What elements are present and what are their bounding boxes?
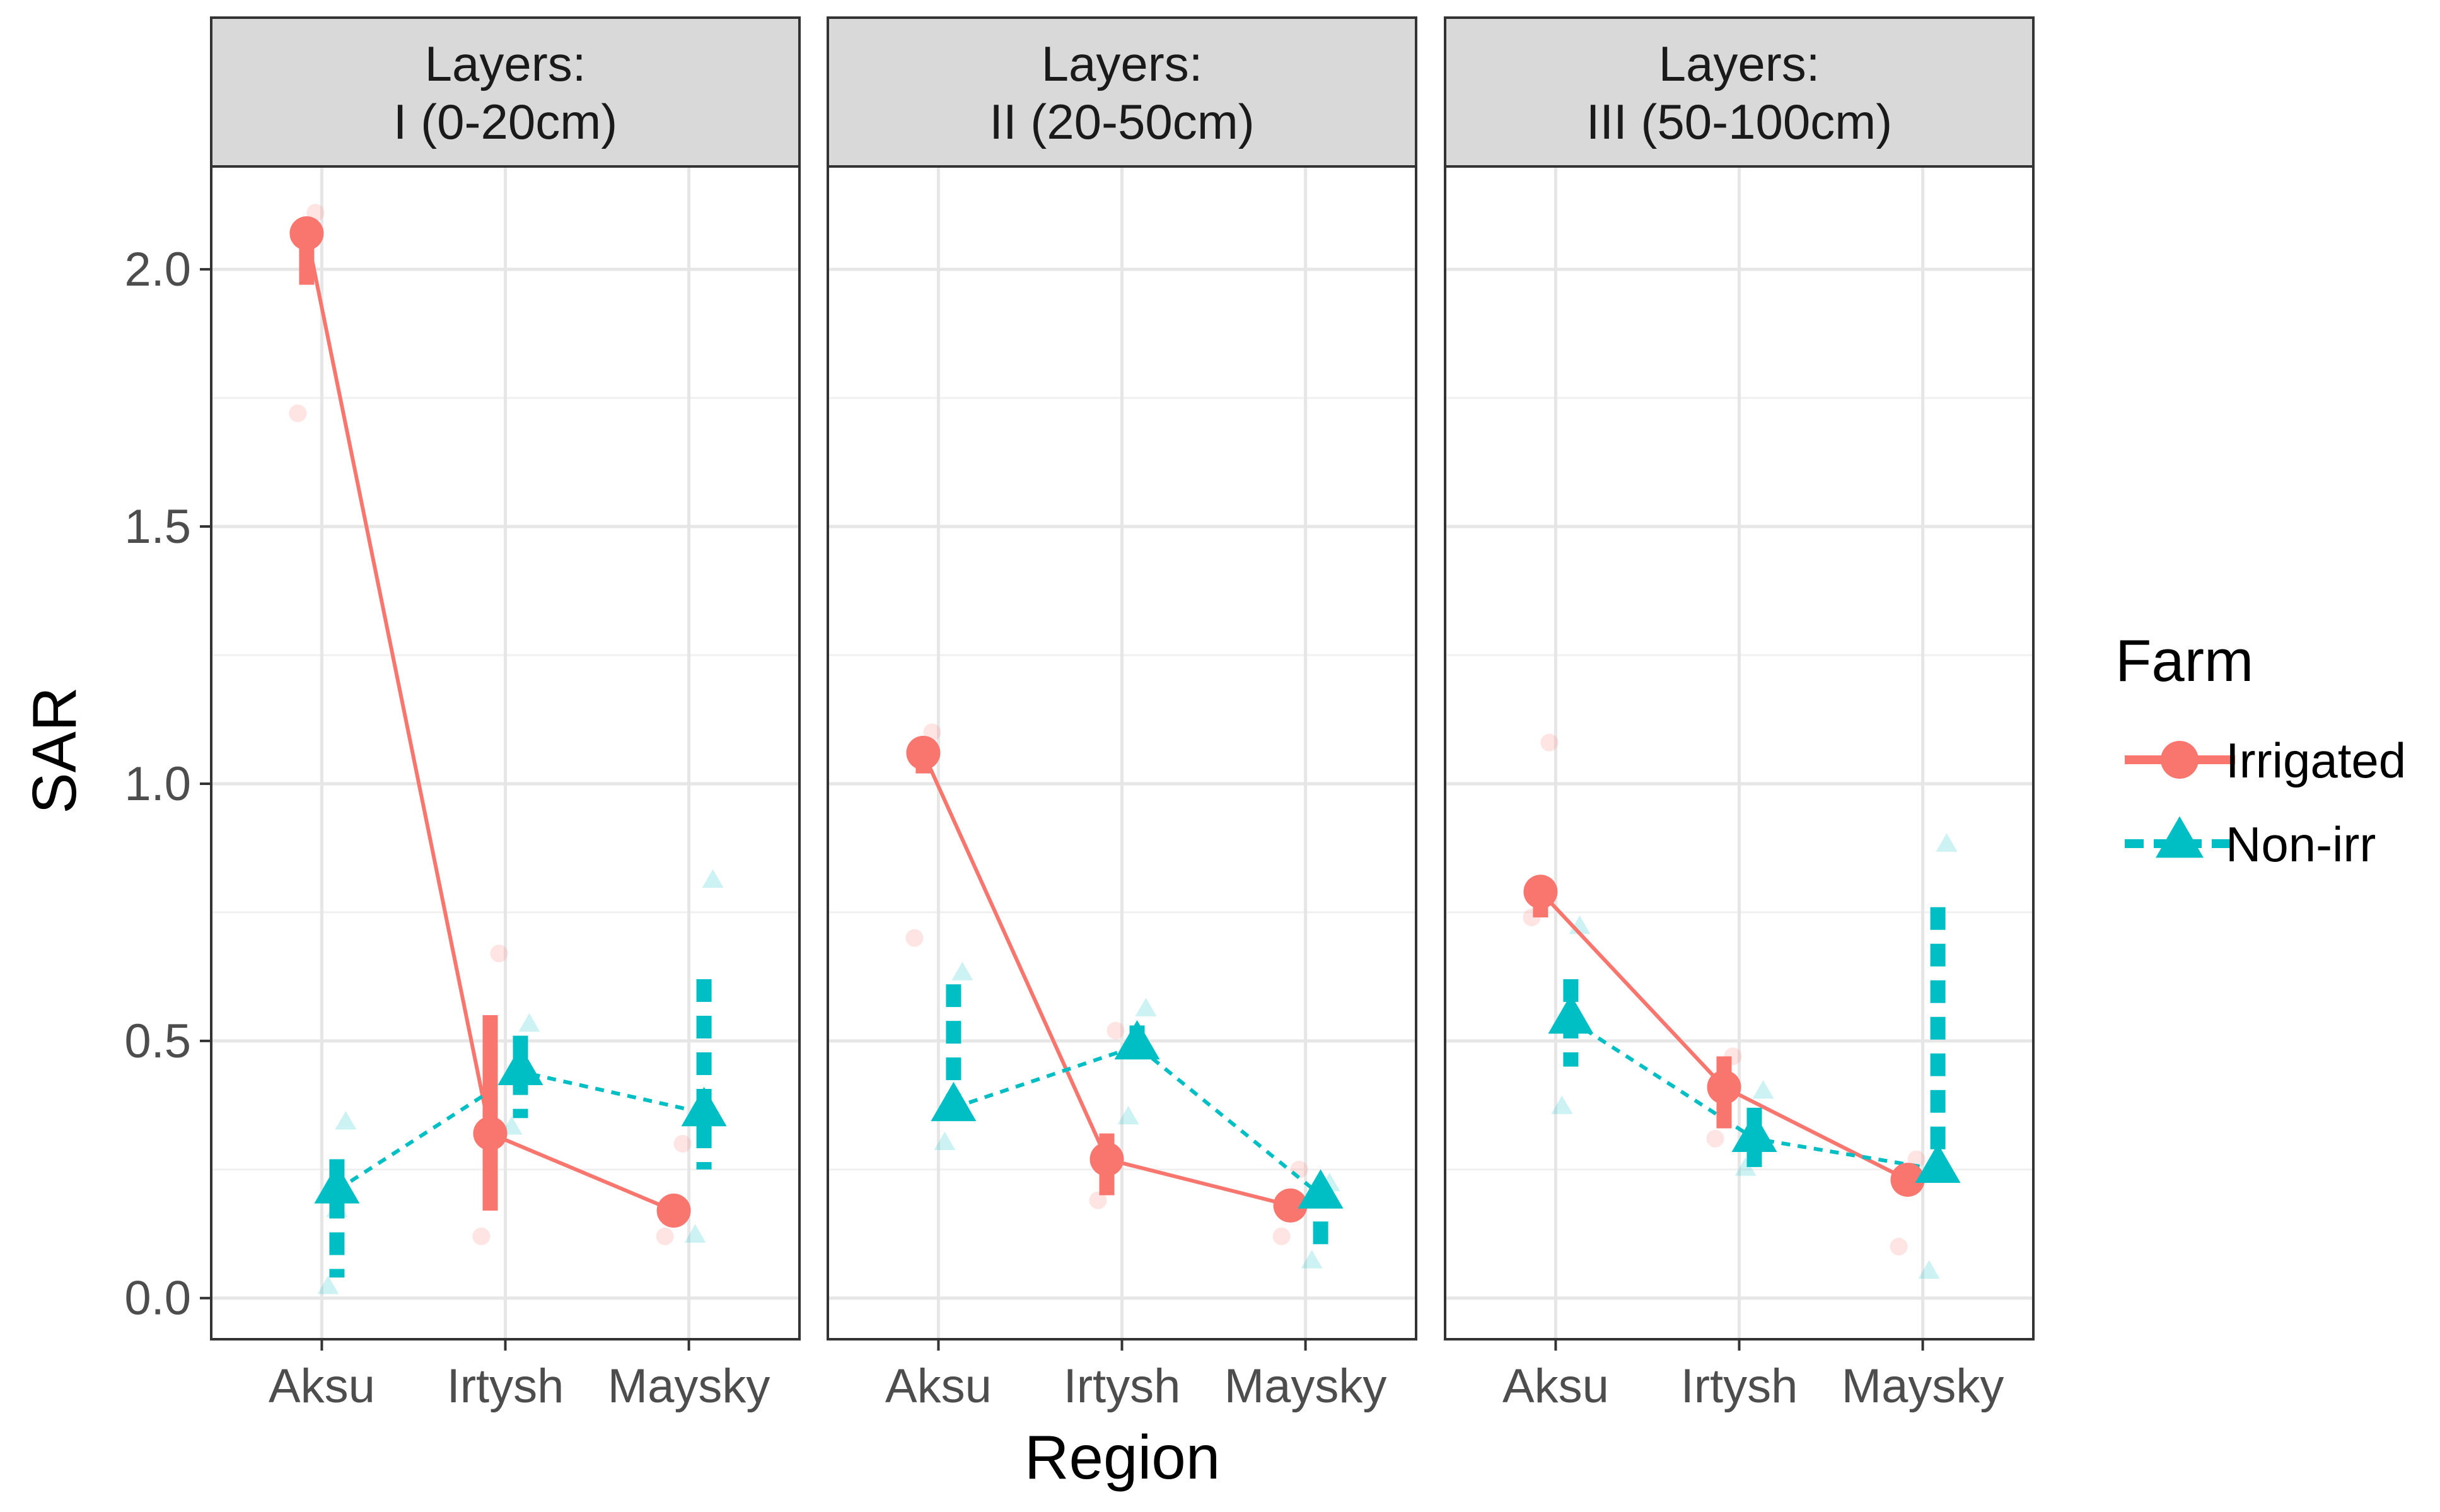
facet-strip-label-line1: Layers: <box>1042 36 1203 91</box>
raw-point <box>951 962 973 980</box>
raw-point <box>289 404 307 422</box>
x-tick-label: Aksu <box>269 1359 375 1413</box>
y-tick-label: 2.0 <box>124 243 191 296</box>
raw-point <box>1551 1095 1573 1114</box>
raw-point <box>335 1110 357 1130</box>
series-line-non-irr <box>953 1044 1322 1197</box>
legend-title: Farm <box>2115 627 2253 694</box>
raw-point <box>1540 733 1559 752</box>
mean-point <box>1731 1112 1777 1153</box>
raw-point <box>905 929 924 947</box>
legend-label: Non-irr <box>2226 817 2376 872</box>
panel-2: Layers:II (20-50cm) Aksu Irtysh Maysky <box>827 16 1417 1413</box>
raw-point <box>1918 1260 1940 1279</box>
raw-point <box>1117 1105 1139 1125</box>
facet-strip-label-line1: Layers: <box>425 36 586 91</box>
raw-point <box>673 1135 692 1153</box>
legend-item-non-irr: Non-irr <box>2125 816 2376 872</box>
axis-layer: SAR Region <box>20 687 1220 1492</box>
facet-strip-label-line2: III (50-100cm) <box>1586 94 1892 149</box>
raw-point <box>934 1131 956 1151</box>
x-axis-title: Region <box>1025 1422 1221 1492</box>
raw-point <box>490 945 508 963</box>
panel-1: Layers:I (0-20cm) Aksu Irtysh Maysky 0.0 0.5 1… <box>124 16 801 1413</box>
mean-point <box>1089 1142 1124 1177</box>
mean-point <box>473 1116 508 1151</box>
raw-point <box>656 1227 674 1245</box>
raw-point <box>684 1224 706 1243</box>
x-tick-label: Maysky <box>1224 1359 1387 1413</box>
raw-point <box>317 1275 339 1294</box>
raw-point <box>1272 1227 1291 1245</box>
raw-point <box>1107 1021 1125 1040</box>
facet-strip <box>210 16 801 168</box>
y-tick-label: 0.5 <box>124 1015 191 1068</box>
raw-point <box>1706 1129 1724 1148</box>
raw-point <box>1936 833 1958 852</box>
raw-point <box>518 1013 540 1032</box>
mean-point <box>1915 1143 1961 1183</box>
legend-key-marker <box>2156 816 2204 858</box>
legend: Farm Irrigated Non-irr <box>2115 627 2406 872</box>
legend-key-marker <box>2161 741 2199 779</box>
x-tick-label: Irtysh <box>1064 1359 1181 1413</box>
x-tick-label: Irtysh <box>1681 1359 1798 1413</box>
mean-point <box>1707 1070 1741 1105</box>
legend-label: Irrigated <box>2226 733 2406 788</box>
x-tick-label: Irtysh <box>447 1359 564 1413</box>
y-axis-title: SAR <box>20 687 89 814</box>
mean-point <box>1548 994 1594 1034</box>
raw-point <box>1301 1250 1323 1269</box>
mean-point <box>1273 1188 1308 1223</box>
raw-point <box>702 869 724 888</box>
mean-point <box>1298 1169 1344 1209</box>
x-tick-label: Aksu <box>885 1359 992 1413</box>
x-tick-label: Maysky <box>1842 1359 2004 1413</box>
x-tick-label: Aksu <box>1502 1359 1609 1413</box>
facet-strip <box>1444 16 2035 168</box>
y-tick-label: 1.5 <box>124 500 191 554</box>
mean-point <box>289 216 324 251</box>
y-tick-label: 0.0 <box>124 1272 191 1325</box>
mean-point <box>931 1081 977 1122</box>
mean-point <box>1114 1020 1160 1060</box>
mean-point <box>1890 1163 1925 1197</box>
raw-point <box>1752 1079 1774 1099</box>
facet-strip <box>827 16 1417 168</box>
panel-3: Layers:III (50-100cm) Aksu Irtysh Maysky <box>1444 16 2035 1413</box>
raw-point <box>1890 1238 1908 1256</box>
y-tick-label: 1.0 <box>124 757 191 811</box>
raw-point <box>1135 997 1157 1016</box>
mean-point <box>906 736 941 770</box>
panels-layer: Layers:I (0-20cm)Aksu Irtysh Maysky0.00.51… <box>124 16 2035 1413</box>
mean-point <box>1523 875 1558 909</box>
legend-item-irrigated: Irrigated <box>2125 733 2406 788</box>
mean-point <box>681 1086 727 1127</box>
mean-point <box>497 1045 543 1085</box>
facet-strip-label-line1: Layers: <box>1659 36 1820 91</box>
facet-strip-label-line2: I (0-20cm) <box>393 94 617 149</box>
mean-point <box>314 1164 360 1204</box>
facet-strip-label-line2: II (20-50cm) <box>989 94 1254 149</box>
x-tick-label: Maysky <box>608 1359 770 1413</box>
raw-point <box>1734 1157 1757 1176</box>
mean-point <box>656 1194 691 1228</box>
raw-point <box>472 1227 491 1245</box>
raw-point <box>1089 1191 1107 1209</box>
